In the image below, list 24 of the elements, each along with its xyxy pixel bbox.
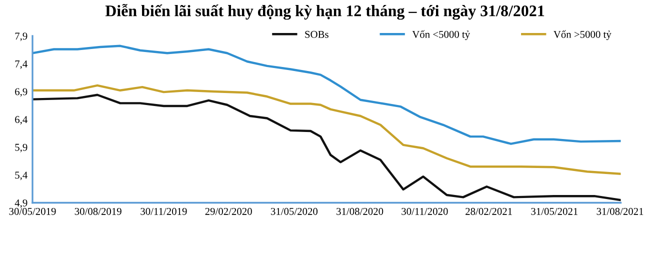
- line-series: [32, 94, 621, 202]
- y-tick-label: 4,9: [14, 199, 28, 208]
- line-series: [32, 44, 621, 145]
- y-tick-label: 5,9: [15, 144, 28, 152]
- x-tick-label: 28/02/2021: [466, 208, 512, 215]
- chart-title: Diễn biến lãi suất huy động kỳ hạn 12 tháng – tới ngày 31/8/2021: [105, 4, 544, 20]
- legend-label: SOBs: [305, 30, 328, 38]
- legend-label: Vốn <5000 tỷ: [412, 30, 470, 40]
- x-tick-label: 30/11/2020: [402, 208, 448, 215]
- y-tick-label: 6,4: [15, 116, 28, 125]
- x-tick-label: 29/02/2020: [205, 208, 252, 215]
- y-tick-label: 5,4: [15, 172, 28, 180]
- x-tick-label: 31/08/2020: [336, 208, 384, 215]
- line-series: [32, 84, 621, 175]
- x-tick-label: 31/05/2021: [531, 208, 578, 215]
- x-tick-label: 31/05/2020: [270, 208, 318, 215]
- y-tick-label: 7,9: [15, 32, 28, 42]
- x-tick-label: 30/11/2019: [140, 208, 187, 215]
- x-tick-label: 30/08/2019: [74, 208, 122, 215]
- y-tick-label: 7,4: [15, 60, 28, 69]
- x-tick-label: 30/05/2019: [9, 208, 56, 215]
- legend-label: Vốn >5000 tỷ: [554, 30, 612, 40]
- y-tick-label: 6,9: [15, 88, 28, 97]
- x-tick-label: 31/08/2021: [596, 208, 644, 215]
